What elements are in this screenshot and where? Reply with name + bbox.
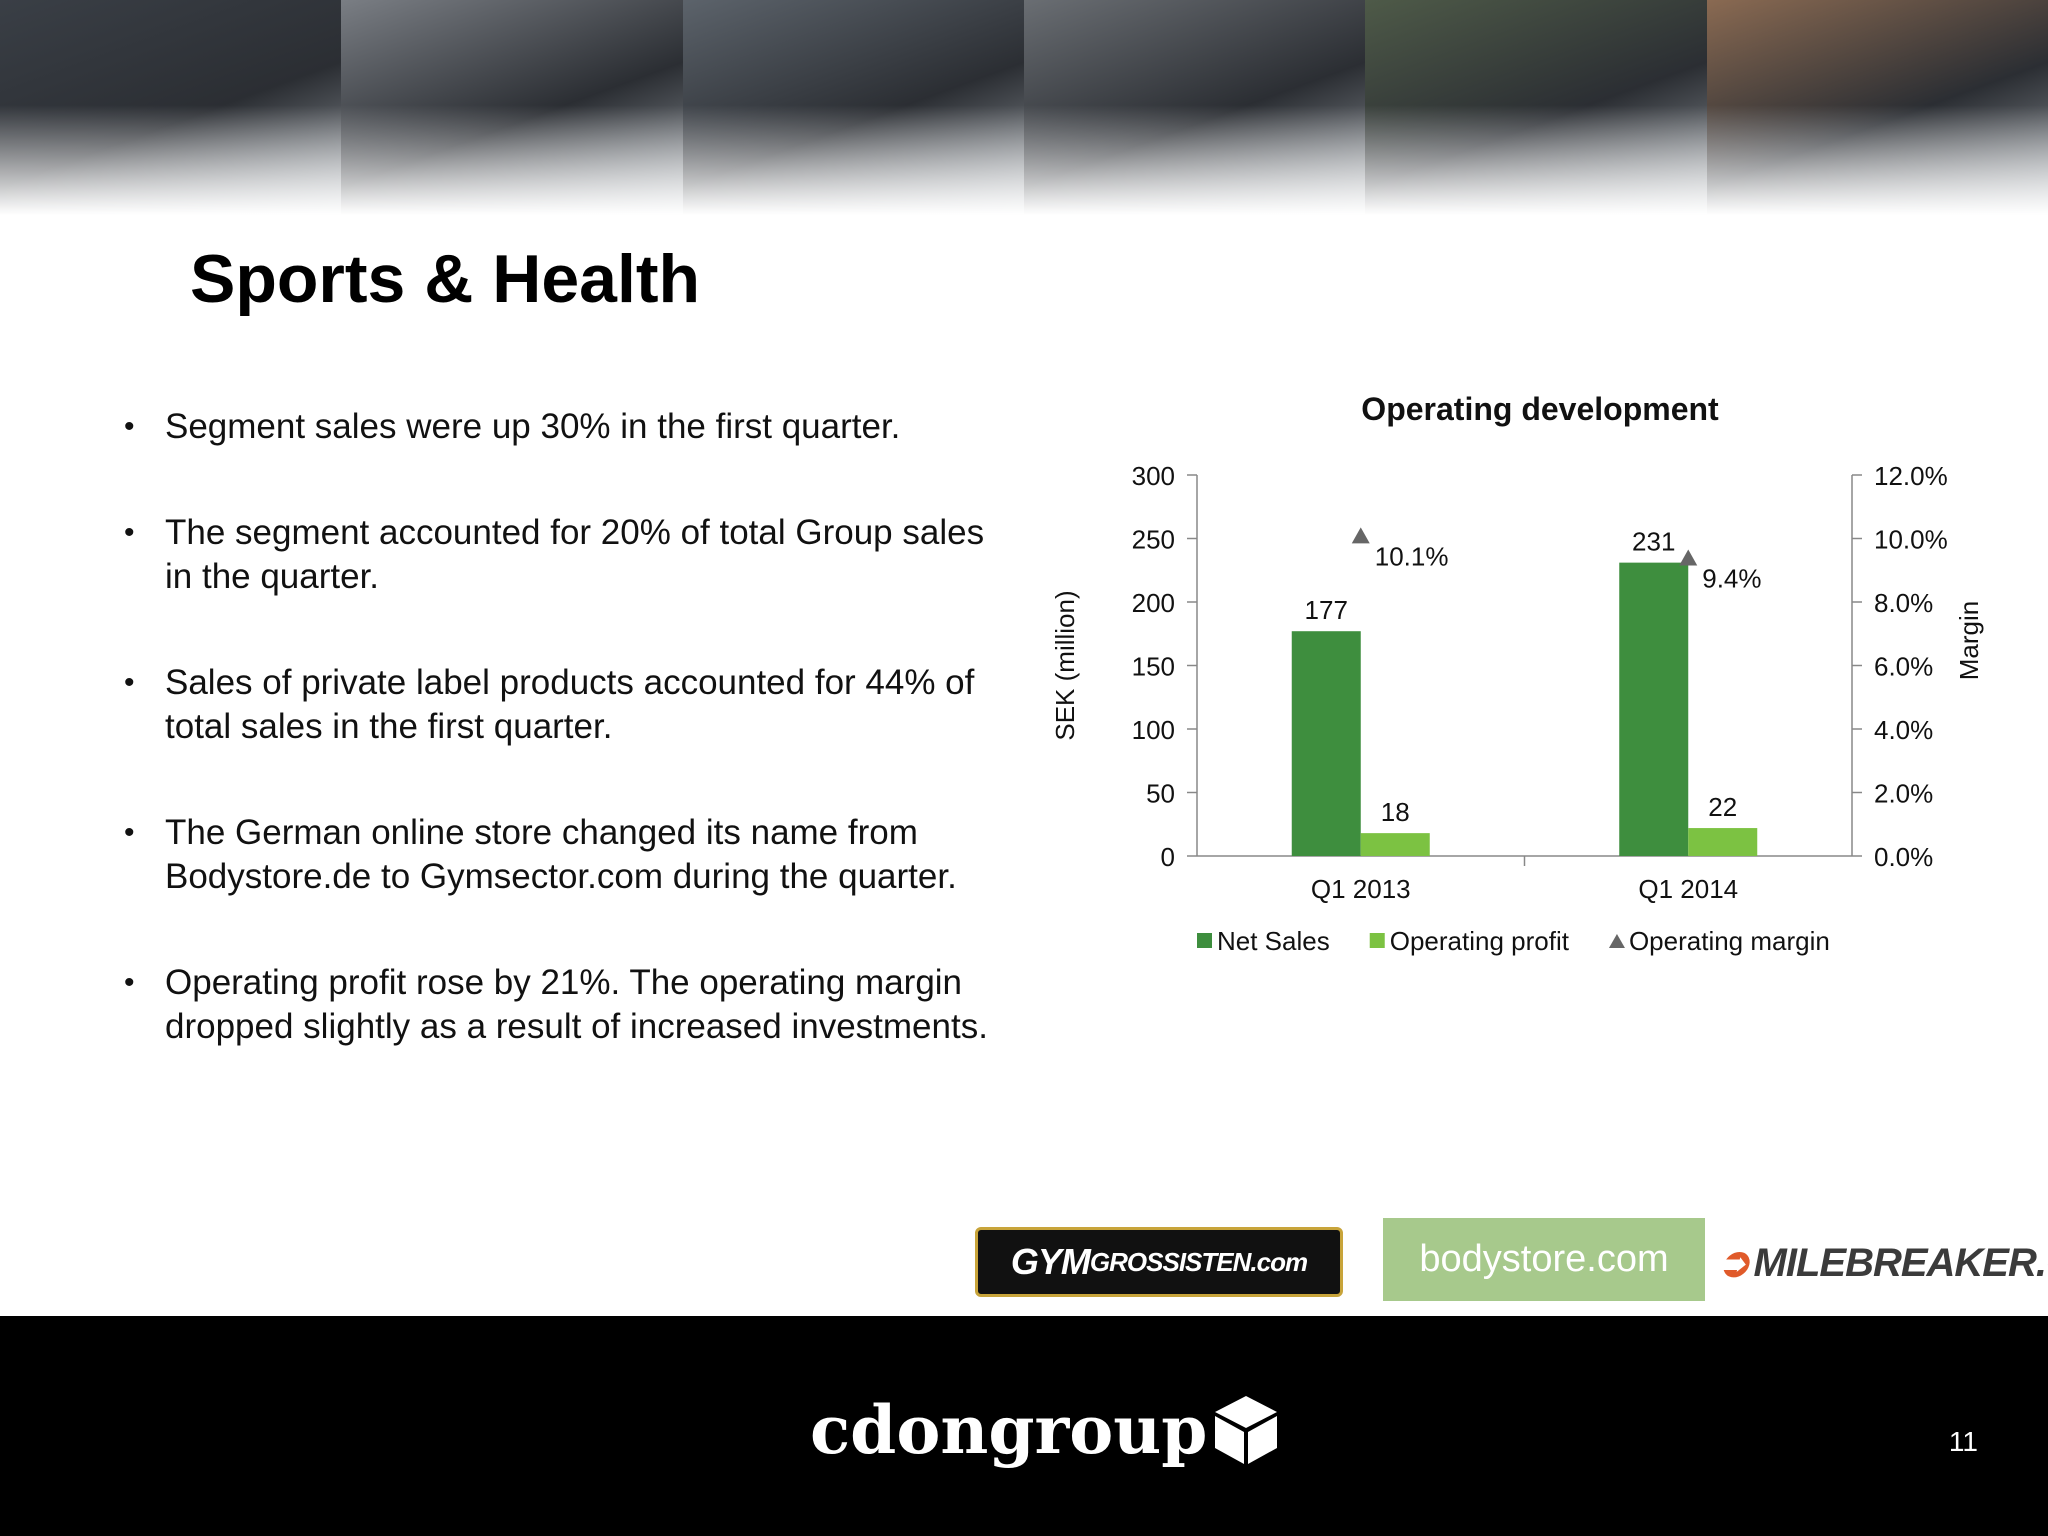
banner-photo	[1365, 0, 1707, 215]
footer-bar: cdongroup 11	[0, 1316, 2048, 1536]
bar-operating-profit	[1360, 833, 1430, 856]
y2-tick-label: 8.0%	[1874, 588, 1933, 618]
photo-banner	[0, 0, 2048, 215]
gym-logo-big: GYM	[1010, 1241, 1091, 1282]
y2-axis-label: Margin	[1954, 601, 1984, 680]
x-tick-label: Q1 2013	[1311, 874, 1411, 904]
chart-svg: Operating development 0 50 100 150 200 250 300 0…	[1050, 391, 1984, 956]
y-tick-label: 50	[1146, 779, 1175, 809]
cube-icon	[1215, 1396, 1278, 1464]
legend-entry: Net Sales	[1217, 926, 1330, 956]
bullet-item: Operating profit rose by 21%. The operat…	[120, 961, 1000, 1049]
legend-swatch	[1369, 933, 1385, 948]
bar-data-label: 18	[1381, 797, 1410, 827]
bullet-list: Segment sales were up 30% in the first q…	[120, 405, 1000, 1111]
y-tick-label: 200	[1132, 588, 1175, 618]
bar-operating-profit	[1688, 828, 1758, 856]
banner-photo	[341, 0, 683, 215]
bodystore-logo-text: bodystore.com	[1419, 1238, 1669, 1280]
y-tick-label: 150	[1132, 652, 1175, 682]
bullet-item: The German online store changed its name…	[120, 811, 1000, 899]
x-tick-label: Q1 2014	[1638, 874, 1738, 904]
y-axis-label: SEK (million)	[1050, 590, 1080, 740]
operating-development-chart: Operating development 0 50 100 150 200 250 300 0…	[1040, 380, 2040, 980]
y2-tick-label: 0.0%	[1874, 842, 1933, 872]
gym-logo-small: GROSSISTEN.com	[1089, 1246, 1308, 1277]
y-tick-label: 300	[1132, 461, 1175, 491]
y2-tick-label: 2.0%	[1874, 779, 1933, 809]
margin-marker	[1679, 549, 1698, 566]
y2-tick-label: 4.0%	[1874, 715, 1933, 745]
chart-title: Operating development	[1361, 391, 1719, 427]
margin-marker	[1351, 527, 1370, 544]
legend-entry: Operating margin	[1629, 926, 1830, 956]
legend-swatch	[1197, 933, 1212, 948]
page-number: 11	[1948, 1426, 1978, 1457]
y2-tick-label: 6.0%	[1874, 652, 1933, 682]
gymgrossisten-logo: GYM GROSSISTEN.com	[975, 1227, 1343, 1297]
bar-data-label: 22	[1708, 792, 1737, 822]
legend-marker	[1608, 934, 1625, 948]
banner-photo	[0, 0, 342, 215]
y-tick-label: 250	[1132, 525, 1175, 555]
milebreaker-logo: ➲ MILEBREAKER.COM	[1717, 1233, 2048, 1293]
y-tick-label: 100	[1132, 715, 1175, 745]
banner-photo	[1023, 0, 1366, 215]
bar-data-label: 177	[1305, 595, 1348, 625]
margin-data-label: 9.4%	[1702, 564, 1761, 594]
bullet-item: Segment sales were up 30% in the first q…	[120, 405, 1000, 449]
y2-tick-label: 12.0%	[1874, 461, 1948, 491]
y2-tick-label: 10.0%	[1874, 525, 1948, 555]
bullet-item: The segment accounted for 20% of total G…	[120, 511, 1000, 599]
milebreaker-logo-text: MILEBREAKER.COM	[1753, 1240, 2048, 1285]
milebreaker-mark-icon: ➲	[1717, 1241, 1751, 1285]
margin-data-label: 10.1%	[1375, 541, 1449, 571]
banner-photo	[1706, 0, 2048, 215]
bodystore-logo: bodystore.com	[1383, 1218, 1705, 1301]
bar-data-label: 231	[1632, 527, 1675, 557]
brand-logos: GYM GROSSISTEN.com bodystore.com ➲ MILEBR…	[975, 1215, 2048, 1301]
slide-title: Sports & Health	[190, 241, 701, 317]
banner-photo	[682, 0, 1024, 215]
bullet-item: Sales of private label products accounte…	[120, 661, 1000, 749]
cdongroup-logo-text: cdongroup	[810, 1391, 1208, 1469]
y-tick-label: 0	[1161, 842, 1175, 872]
bar-net-sales	[1619, 562, 1689, 856]
bar-net-sales	[1291, 631, 1361, 856]
legend-entry: Operating profit	[1390, 926, 1570, 956]
cdongroup-logo: cdongroup	[810, 1391, 1279, 1469]
